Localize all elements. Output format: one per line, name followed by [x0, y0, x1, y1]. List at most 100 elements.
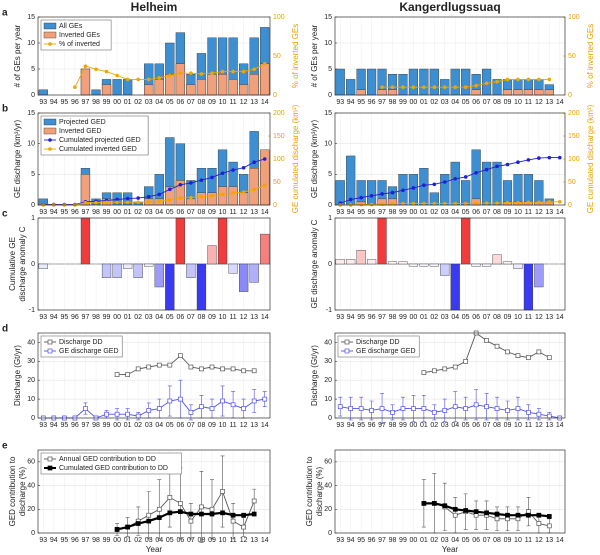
y-tick-label: 0	[328, 530, 332, 537]
x-tick-label: 07	[187, 209, 195, 216]
legend-marker	[47, 465, 53, 471]
marker	[484, 338, 489, 343]
chart-title: Helheim	[131, 0, 178, 14]
y-label: GED contribution to	[8, 456, 17, 526]
legend-marker	[344, 348, 350, 354]
marker	[125, 372, 130, 377]
marker	[156, 506, 162, 512]
marker	[526, 200, 531, 205]
y2-label: GE cumulated discharge (km³)	[586, 104, 595, 213]
legend-swatch	[43, 22, 57, 30]
x-tick-label: 95	[60, 99, 68, 106]
x-tick-label: 97	[82, 537, 90, 544]
marker	[188, 518, 194, 524]
bar	[217, 217, 228, 265]
x-tick-label: 09	[208, 422, 216, 429]
y2-tick-label: 100	[568, 156, 580, 163]
bar	[408, 68, 419, 96]
marker	[505, 77, 510, 82]
x-tick-label: 01	[124, 209, 132, 216]
x-tick-label: 98	[389, 422, 397, 429]
x-tick-label: 09	[504, 209, 512, 216]
y-tick-label: 60	[27, 459, 35, 466]
bar	[502, 261, 513, 265]
frame	[37, 16, 271, 96]
marker	[262, 157, 267, 161]
x-tick-label: 13	[250, 314, 258, 321]
marker	[422, 183, 426, 188]
y-tick-label: 15	[27, 14, 35, 21]
marker	[168, 73, 172, 78]
marker	[241, 165, 246, 170]
marker	[230, 512, 236, 518]
x-tick-label: 09	[208, 314, 216, 321]
marker	[136, 196, 140, 200]
x-tick-label: 13	[250, 537, 258, 544]
marker	[505, 512, 510, 518]
marker	[146, 199, 151, 204]
bar	[429, 263, 439, 267]
y-tick-label: 15	[324, 14, 332, 21]
bar	[249, 167, 259, 206]
y2-tick-label: 0	[273, 202, 277, 209]
marker	[146, 364, 152, 370]
marker	[432, 182, 437, 187]
x-tick-label: 93	[336, 422, 344, 429]
y-tick-label: -1	[29, 307, 35, 314]
marker	[199, 504, 204, 510]
legend-marker	[48, 42, 52, 46]
bar	[186, 84, 196, 96]
y-tick-label: 40	[324, 339, 332, 346]
bar	[112, 79, 122, 96]
marker	[411, 85, 416, 89]
y-tick-label: 0	[328, 92, 332, 99]
marker	[348, 406, 354, 411]
marker	[453, 85, 458, 89]
bar	[260, 63, 270, 96]
x-tick-label: 10	[514, 99, 522, 106]
marker	[114, 411, 120, 417]
marker	[421, 406, 427, 411]
x-tick-label: 00	[113, 99, 121, 106]
marker	[369, 408, 374, 413]
marker	[135, 413, 141, 419]
bar	[260, 233, 270, 265]
marker	[199, 511, 204, 517]
bar	[228, 263, 238, 274]
marker	[473, 509, 479, 515]
marker	[546, 523, 552, 529]
y-tick-label: 30	[324, 358, 332, 365]
marker	[168, 198, 172, 202]
x-tick-label: 07	[483, 422, 491, 429]
bar	[80, 217, 91, 265]
bar	[175, 63, 185, 96]
x-tick-label: 04	[155, 99, 163, 106]
x-tick-label: 11	[525, 422, 532, 429]
marker	[547, 199, 552, 204]
y-label: Cumulative GE	[8, 237, 17, 291]
marker	[125, 411, 130, 417]
y2-tick-label: 200	[273, 110, 285, 117]
y2-tick-label: 50	[273, 53, 281, 60]
x-tick-label: 93	[39, 209, 47, 216]
bar	[101, 263, 112, 279]
x-tick-label: 94	[347, 422, 355, 429]
y-tick-label: 0	[31, 415, 35, 422]
x-tick-label: 03	[145, 314, 153, 321]
bar	[165, 263, 175, 311]
x-tick-label: 96	[71, 537, 79, 544]
marker	[157, 199, 162, 204]
bar	[38, 263, 48, 269]
marker	[537, 77, 541, 82]
x-tick-label: 94	[347, 314, 355, 321]
x-tick-label: 12	[240, 422, 248, 429]
line	[117, 355, 255, 376]
x-tick-label: 09	[504, 537, 512, 544]
marker	[547, 155, 552, 160]
bar	[377, 89, 387, 96]
marker	[115, 200, 119, 205]
